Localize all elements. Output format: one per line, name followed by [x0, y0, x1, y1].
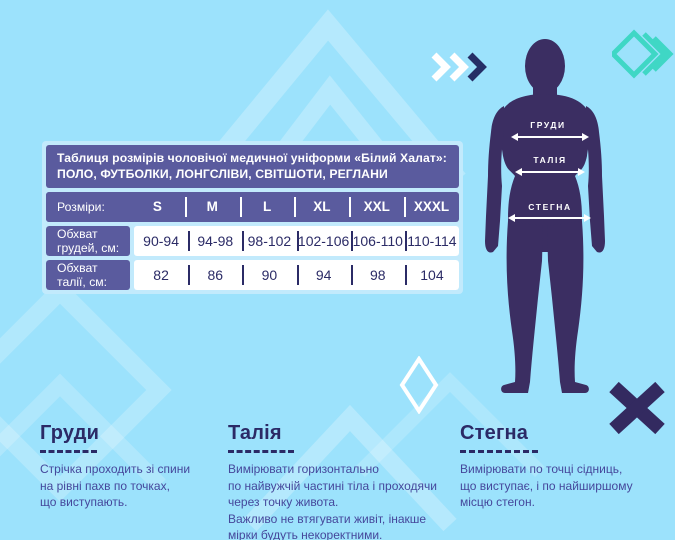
- section-hips: Стегна Вимірювати по точці сідниць, що в…: [460, 422, 672, 511]
- waist-row-label: Обхват талії, см:: [46, 259, 130, 290]
- chest-value-cell: 94-98: [188, 226, 242, 256]
- chest-value-cell: 90-94: [143, 232, 179, 249]
- dashed-divider: [40, 450, 97, 453]
- waist-value-cell: 104: [404, 260, 459, 290]
- chest-value-cell: 102-106: [296, 226, 351, 256]
- size-cell: XXXL: [404, 192, 459, 222]
- waist-value-cell: 86: [188, 260, 242, 290]
- body-silhouette: [485, 39, 605, 393]
- x-mark-icon: [609, 381, 665, 435]
- waist-measure-arrow: [515, 168, 585, 176]
- size-table: Таблиця розмірів чоловічої медичної уніф…: [42, 141, 463, 294]
- table-title: Таблиця розмірів чоловічої медичної уніф…: [46, 145, 459, 188]
- chest-row: Обхват грудей, см: 90-94 94-98 98-102 10…: [46, 225, 459, 256]
- dashed-divider: [228, 450, 294, 453]
- size-cell: XL: [294, 192, 349, 222]
- chest-measure-arrow: [511, 133, 589, 141]
- section-chest-text: Стрічка проходить зі спини на рівні пахв…: [40, 462, 191, 510]
- triple-chevron-icon: [431, 52, 487, 82]
- section-waist-heading: Талія: [228, 422, 282, 444]
- section-chest-heading: Груди: [40, 422, 100, 444]
- chest-measure-label: ГРУДИ: [530, 120, 566, 130]
- chest-row-label: Обхват грудей, см:: [46, 225, 130, 256]
- waist-row: Обхват талії, см: 82 86 90 94 98 104: [46, 259, 459, 290]
- waist-value-cell: 98: [350, 260, 405, 290]
- section-chest: Груди Стрічка проходить зі спини на рівн…: [40, 422, 226, 511]
- sizes-row: Розміри: S M L XL XXL XXXL: [46, 191, 459, 222]
- chest-value-cell: 110-114: [404, 226, 459, 256]
- chest-value-cell: 106-110: [350, 226, 405, 256]
- size-cell: XXL: [349, 192, 404, 222]
- white-diamond-icon: [399, 356, 439, 414]
- hips-measure-label: СТЕГНА: [528, 202, 572, 212]
- chest-value-cell: 98-102: [242, 226, 296, 256]
- section-waist: Талія Вимірювати горизонтально по найвуж…: [228, 422, 456, 540]
- waist-measure-label: ТАЛІЯ: [533, 155, 567, 165]
- size-cell: L: [239, 192, 295, 222]
- hips-measure-arrow: [508, 214, 591, 222]
- dashed-divider: [460, 450, 538, 453]
- section-hips-heading: Стегна: [460, 422, 529, 444]
- waist-value-cell: 94: [296, 260, 351, 290]
- section-waist-text: Вимірювати горизонтально по найвужчій ча…: [228, 462, 437, 540]
- size-cell: M: [184, 192, 240, 222]
- teal-diamond-icon: [612, 29, 674, 79]
- section-hips-text: Вимірювати по точці сідниць, що виступає…: [460, 462, 633, 510]
- waist-value-cell: 82: [153, 266, 169, 283]
- size-cell: S: [152, 199, 162, 215]
- waist-value-cell: 90: [242, 260, 296, 290]
- sizes-row-label: Розміри:: [46, 191, 130, 222]
